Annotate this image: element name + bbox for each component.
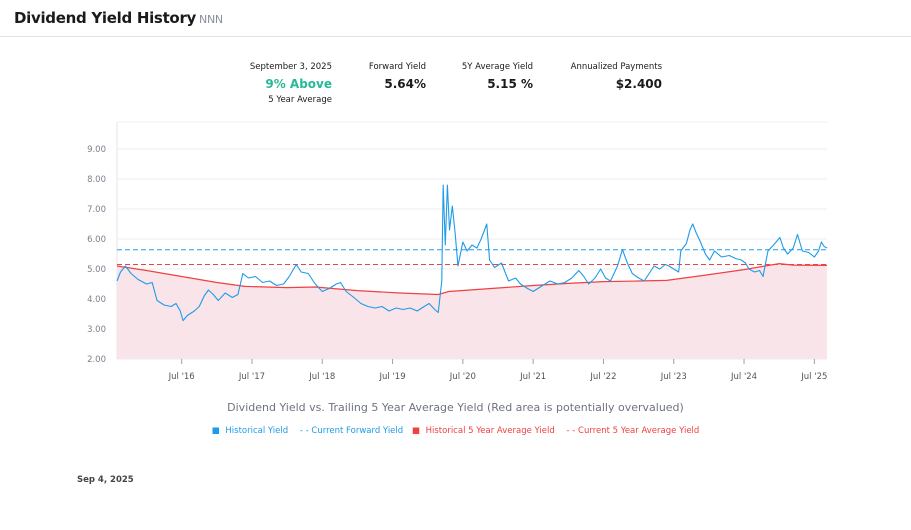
stat-annualized: Annualized Payments $2.400 [571,62,662,91]
x-tick-label: Jul '25 [800,372,827,382]
divider [0,36,911,37]
stat-label: 5Y Average Yield [461,62,533,72]
chart-legend: ■ Historical Yield - - Current Forward Y… [0,426,911,436]
y-tick-label: 8.00 [87,175,106,185]
x-tick-label: Jul '20 [449,372,476,382]
legend-forward-yield[interactable]: - - Current Forward Yield [299,426,404,436]
legend-current-avg[interactable]: - - Current 5 Year Average Yield [566,426,700,436]
stat-date: September 3, 2025 [249,62,332,72]
legend-label: Historical 5 Year Average Yield [425,426,555,436]
x-tick-label: Jul '19 [379,372,406,382]
y-tick-label: 3.00 [87,325,106,335]
stat-status-sub: 5 Year Average [268,95,332,105]
stat-label: Annualized Payments [570,62,662,72]
yield-chart: 2.00 3.00 4.00 5.00 6.00 7.00 8.00 9.00 Jul '16 J… [87,121,828,382]
y-tick-label: 7.00 [87,205,106,215]
footer-date: Sep 4, 2025 [77,475,134,485]
stat-value: 5.15 % [487,77,533,91]
x-tick-label: Jul '18 [308,372,335,382]
stat-forward-yield: Forward Yield 5.64% [369,62,426,91]
title-text: Dividend Yield History [14,9,197,27]
x-tick-label: Jul '22 [589,372,616,382]
x-tick-label: Jul '16 [168,372,195,382]
page-title: Dividend Yield History NNN [14,9,223,27]
stat-value: $2.400 [615,77,662,91]
legend-historical-yield[interactable]: ■ Historical Yield [211,426,289,436]
stat-label: Forward Yield [368,62,426,72]
y-tick-label: 2.00 [87,355,106,365]
y-tick-label: 6.00 [87,235,106,245]
overvalued-area [117,263,827,359]
stat-status: September 3, 2025 9% Above 5 Year Averag… [250,62,332,105]
historical-5y-average-line [116,262,828,296]
chart-caption: Dividend Yield vs. Trailing 5 Year Avera… [227,401,684,414]
stat-status-value: 9% Above [265,77,332,91]
y-tick-label: 9.00 [87,145,106,155]
x-tick-label: Jul '21 [519,372,546,382]
x-tick-label: Jul '24 [730,372,757,382]
x-tick-label: Jul '17 [238,372,265,382]
stat-value: 5.64% [384,77,426,91]
legend-label: Historical Yield [225,426,289,436]
stat-avg-yield: 5Y Average Yield 5.15 % [462,62,533,91]
y-tick-label: 4.00 [87,295,106,305]
ticker: NNN [199,13,223,26]
historical-yield-line [116,184,828,322]
y-tick-label: 5.00 [87,265,106,275]
legend-historical-avg[interactable]: ■ Historical 5 Year Average Yield [411,426,555,436]
x-tick-label: Jul '23 [660,372,687,382]
